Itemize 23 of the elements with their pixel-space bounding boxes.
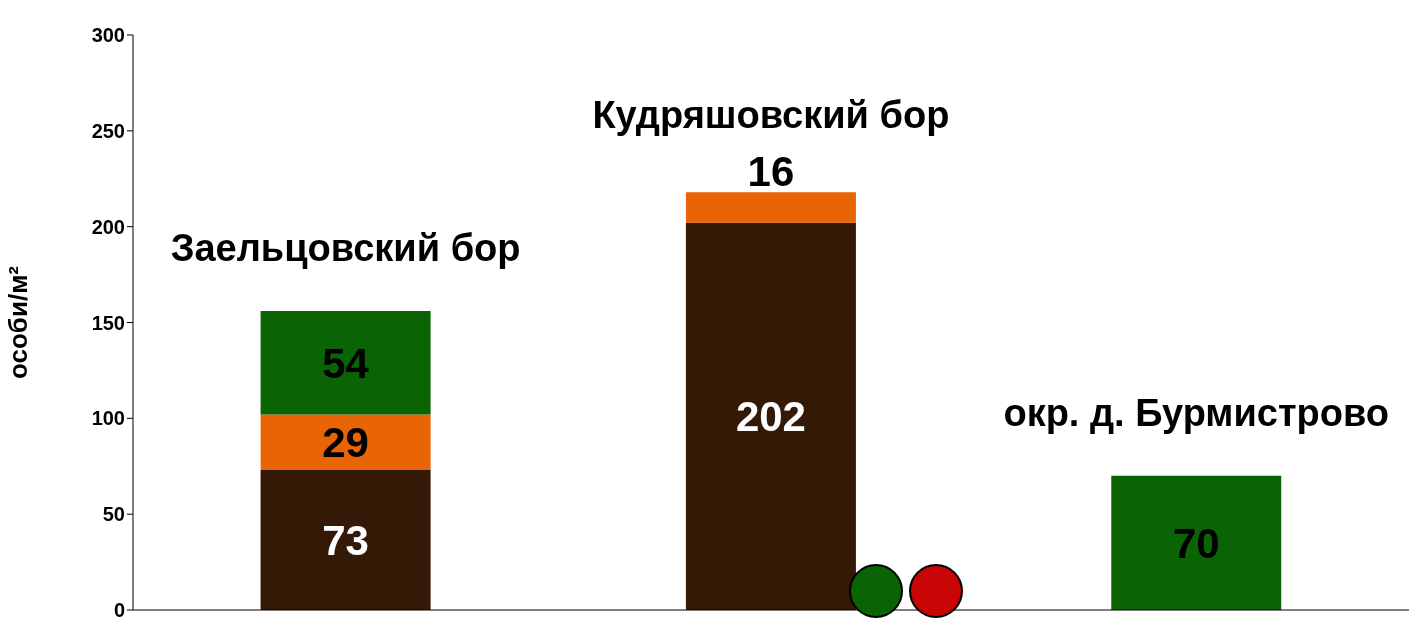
data-label: 73 [322, 517, 369, 565]
bar [685, 222, 856, 610]
data-label: 54 [322, 339, 370, 387]
x-tick-label: Заельцовский бор [170, 227, 521, 269]
y-tick-label: 200 [91, 215, 125, 238]
y-tick-label: 0 [113, 599, 125, 622]
data-label: 70 [1172, 519, 1220, 567]
x-tick-label: окр. д. Бурмистрово [1003, 391, 1390, 434]
y-tick-label: 300 [91, 24, 125, 47]
data-label: 202 [735, 393, 806, 441]
x-tick-label: Кудряшовский бор [592, 94, 950, 137]
bar [260, 414, 431, 471]
y-tick-label: 100 [91, 407, 125, 430]
data-label: 16 [747, 148, 795, 196]
y-tick-label: 250 [91, 119, 125, 142]
bar [1111, 475, 1282, 610]
bar [260, 311, 431, 415]
bar [685, 192, 856, 223]
data-label: 29 [322, 419, 369, 467]
y-axis-title: особи/м² [3, 265, 34, 380]
bar [260, 470, 431, 610]
y-tick-label: 50 [102, 503, 125, 526]
y-tick-label: 150 [91, 311, 125, 334]
